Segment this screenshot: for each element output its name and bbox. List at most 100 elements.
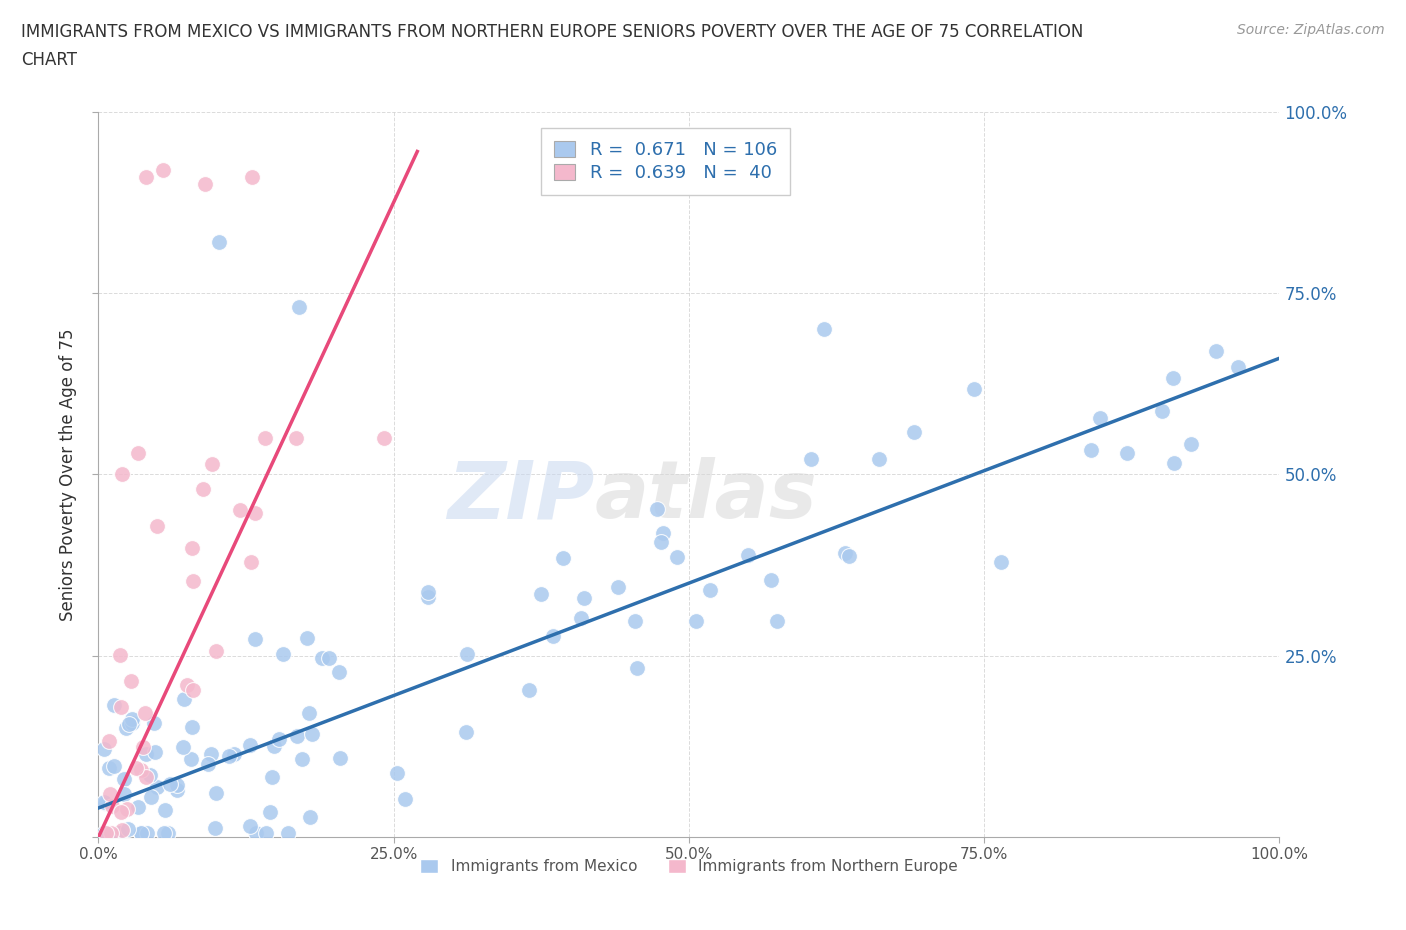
Point: [173, 691, 195, 706]
Point: [285, 728, 308, 743]
Point: [239, 737, 262, 752]
Point: [181, 574, 204, 589]
Point: [626, 660, 648, 675]
Point: [100, 826, 122, 841]
Point: [273, 646, 295, 661]
Point: [260, 770, 283, 785]
Point: [277, 826, 299, 841]
Point: [572, 591, 595, 605]
Point: [117, 821, 139, 836]
Point: [800, 452, 823, 467]
Point: [1080, 443, 1102, 458]
Point: [288, 300, 311, 315]
Point: [259, 804, 281, 819]
Point: [97, 760, 120, 775]
Point: [134, 706, 156, 721]
Point: [650, 535, 672, 550]
Point: [553, 551, 575, 565]
Point: [98, 787, 121, 802]
Point: [1090, 411, 1112, 426]
Point: [1227, 360, 1250, 375]
Point: [208, 234, 231, 249]
Point: [328, 665, 350, 680]
Point: [1163, 456, 1185, 471]
Y-axis label: Seniors Poverty Over the Age of 75: Seniors Poverty Over the Age of 75: [59, 328, 77, 620]
Point: [1150, 404, 1173, 418]
Point: [418, 585, 440, 600]
Point: [530, 587, 553, 602]
Point: [200, 747, 222, 762]
Point: [205, 785, 228, 800]
Point: [373, 431, 395, 445]
Point: [156, 826, 179, 841]
Point: [129, 763, 152, 777]
Point: [456, 724, 478, 739]
Point: [253, 431, 276, 445]
Point: [135, 770, 157, 785]
Point: [834, 546, 856, 561]
Point: [181, 540, 204, 555]
Point: [416, 590, 439, 604]
Point: [103, 759, 125, 774]
Point: [155, 803, 177, 817]
Point: [166, 777, 188, 792]
Point: [166, 782, 188, 797]
Point: [145, 779, 167, 794]
Point: [107, 826, 129, 841]
Point: [243, 631, 266, 646]
Point: [127, 445, 149, 460]
Point: [93, 741, 115, 756]
Point: [1115, 445, 1137, 460]
Point: [114, 721, 136, 736]
Point: [143, 745, 166, 760]
Point: [131, 826, 153, 841]
Point: [201, 457, 224, 472]
Point: [301, 726, 323, 741]
Point: [838, 549, 860, 564]
Point: [385, 766, 408, 781]
Point: [145, 518, 167, 533]
Point: [295, 631, 318, 645]
Text: ZIP: ZIP: [447, 457, 595, 535]
Point: [115, 802, 138, 817]
Point: [124, 761, 146, 776]
Point: [541, 629, 564, 644]
Point: [645, 501, 668, 516]
Point: [111, 467, 134, 482]
Point: [108, 826, 131, 841]
Point: [93, 794, 115, 809]
Point: [118, 717, 141, 732]
Point: [110, 699, 132, 714]
Point: [298, 809, 321, 824]
Point: [245, 506, 267, 521]
Point: [121, 715, 143, 730]
Point: [93, 826, 115, 841]
Point: [607, 579, 630, 594]
Text: CHART: CHART: [21, 51, 77, 69]
Point: [152, 162, 174, 177]
Point: [1163, 370, 1185, 385]
Point: [329, 751, 352, 765]
Point: [963, 382, 986, 397]
Point: [172, 739, 194, 754]
Point: [180, 752, 202, 767]
Point: [143, 716, 166, 731]
Point: [990, 555, 1012, 570]
Point: [120, 673, 142, 688]
Point: [394, 791, 416, 806]
Point: [263, 738, 285, 753]
Point: [666, 550, 689, 565]
Point: [111, 822, 134, 837]
Point: [183, 683, 205, 698]
Point: [245, 826, 267, 841]
Point: [685, 614, 707, 629]
Point: [159, 777, 181, 791]
Point: [267, 732, 290, 747]
Point: [129, 826, 152, 841]
Point: [229, 502, 252, 517]
Point: [813, 322, 835, 337]
Text: IMMIGRANTS FROM MEXICO VS IMMIGRANTS FROM NORTHERN EUROPE SENIORS POVERTY OVER T: IMMIGRANTS FROM MEXICO VS IMMIGRANTS FRO…: [21, 23, 1084, 41]
Point: [139, 768, 162, 783]
Point: [136, 826, 159, 841]
Point: [121, 711, 143, 726]
